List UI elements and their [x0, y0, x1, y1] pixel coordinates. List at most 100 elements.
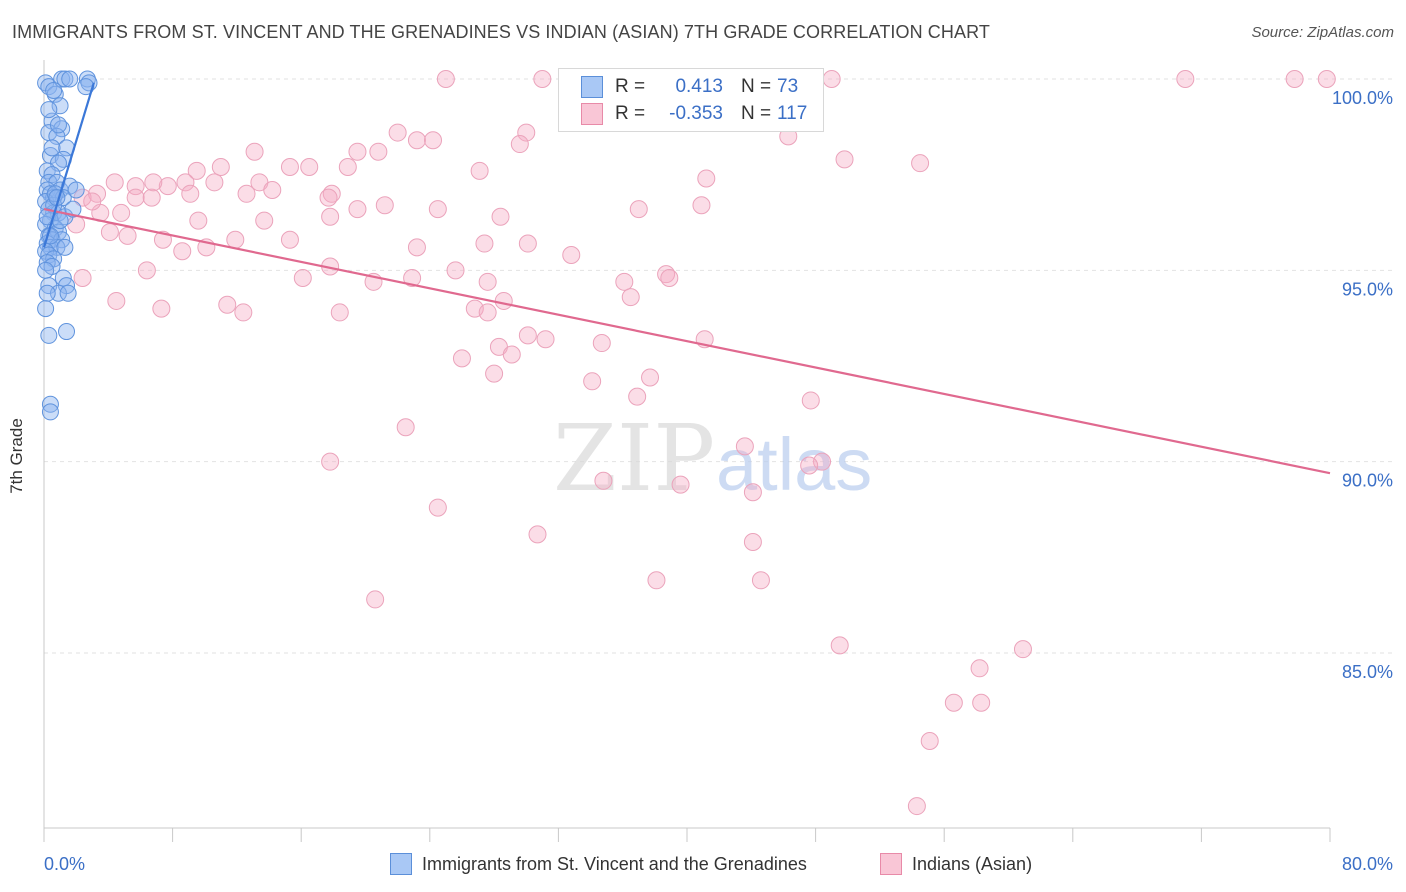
indians-asian-point: [226, 230, 245, 249]
indians-asian-point: [403, 268, 422, 287]
indians-asian-point: [518, 234, 537, 253]
st-vincent-point: [58, 323, 76, 341]
indians-asian-point: [835, 150, 854, 169]
indians-asian-point: [158, 177, 177, 196]
watermark-atlas: atlas: [716, 423, 872, 506]
n-label: N =: [741, 103, 772, 124]
indians-asian-point: [255, 211, 274, 230]
indians-asian-point: [436, 70, 455, 88]
indians-asian-point: [1176, 70, 1195, 88]
indians-asian-point: [647, 571, 666, 590]
indians-asian-point: [502, 345, 521, 364]
st-vincent-point: [37, 261, 55, 279]
indians-asian-point: [280, 158, 299, 177]
indians-asian-point: [491, 207, 510, 226]
indians-asian-point: [594, 471, 613, 490]
indians-asian-point: [73, 268, 92, 287]
indians-asian-point: [137, 261, 156, 280]
indians-asian-point: [280, 230, 299, 249]
indians-asian-point: [319, 188, 338, 207]
x-tick-label-left: 0.0%: [44, 854, 85, 874]
st-vincent-point: [56, 238, 74, 256]
st-vincent-point: [38, 284, 56, 302]
n-label: N =: [741, 76, 772, 97]
indians-asian-point: [330, 303, 349, 322]
indians-asian-point: [583, 372, 602, 391]
st-vincent-point: [49, 116, 67, 134]
stats-row-pink: R = -0.353 N = 117: [581, 102, 817, 126]
indians-asian-point: [152, 299, 171, 318]
st-vincent-point: [51, 97, 69, 115]
legend-label-st-vincent: Immigrants from St. Vincent and the Gren…: [422, 853, 807, 874]
indians-asian-point: [105, 173, 124, 192]
watermark-zip: ZIP: [553, 405, 715, 512]
indians-asian-point: [533, 70, 552, 88]
indians-asian-point: [641, 368, 660, 387]
r-label: R =: [615, 76, 646, 97]
indians-asian-point: [428, 200, 447, 219]
indians-asian-point: [485, 364, 504, 383]
indians-asian-point: [234, 303, 253, 322]
st-vincent-trend-line: [42, 82, 95, 248]
stats-row-blue: R = 0.413 N = 73: [581, 75, 817, 99]
watermark: ZIP atlas: [553, 405, 872, 512]
n-value-blue: 73: [777, 76, 799, 97]
r-label: R =: [615, 103, 646, 124]
indians-asian-point: [144, 173, 163, 192]
indians-asian-point: [517, 123, 536, 142]
indians-asian-point: [822, 70, 841, 88]
indians-asian-point: [536, 330, 555, 349]
indians-asian-point: [187, 161, 206, 180]
indians-asian-point: [470, 161, 489, 180]
y-tick-label: 100.0%: [1332, 88, 1393, 108]
st-vincent-point: [56, 70, 74, 88]
n-value-pink: 117: [777, 103, 808, 124]
indians-asian-point: [751, 571, 770, 590]
y-tick-label: 85.0%: [1342, 662, 1393, 682]
indians-asian-point: [628, 387, 647, 406]
st-vincent-point: [37, 300, 55, 318]
indians-asian-point: [245, 142, 264, 161]
y-tick-label: 95.0%: [1342, 279, 1393, 299]
indians-asian-trend-line: [43, 208, 1331, 475]
st-vincent-point: [61, 70, 79, 88]
legend-item-st-vincent[interactable]: Immigrants from St. Vincent and the Gren…: [390, 851, 807, 877]
legend-label-indians-asian: Indians (Asian): [912, 853, 1033, 874]
indians-asian-point: [407, 131, 426, 150]
indians-asian-point: [621, 288, 640, 307]
indians-asian-point: [671, 475, 690, 494]
legend-swatch-pink: [880, 853, 902, 875]
indians-asian-point: [211, 158, 230, 177]
indians-asian-point: [446, 261, 465, 280]
st-vincent-point: [40, 326, 58, 344]
indians-asian-point: [369, 142, 388, 161]
indians-asian-point: [348, 200, 367, 219]
indians-asian-point: [911, 154, 930, 173]
st-vincent-point: [67, 181, 85, 199]
indians-asian-point: [970, 659, 989, 678]
indians-asian-point: [396, 418, 415, 437]
indians-asian-point: [428, 498, 447, 517]
indians-asian-points: [67, 70, 1336, 816]
y-axis-label: 7th Grade: [7, 418, 26, 494]
indians-asian-point: [205, 173, 224, 192]
indians-asian-point: [181, 184, 200, 203]
indians-asian-point: [697, 169, 716, 188]
stats-legend: R = 0.413 N = 73 R = -0.353 N = 117: [558, 68, 824, 132]
indians-asian-point: [562, 246, 581, 265]
indians-asian-point: [407, 238, 426, 257]
indians-asian-point: [478, 272, 497, 291]
indians-asian-point: [1285, 70, 1304, 88]
r-value-blue: 0.413: [675, 76, 723, 97]
indians-asian-point: [494, 291, 513, 310]
indians-asian-point: [1013, 640, 1032, 659]
axes: [43, 60, 1331, 842]
legend-swatch-pink: [581, 103, 603, 125]
legend-item-indians-asian[interactable]: Indians (Asian): [880, 851, 1032, 877]
indians-asian-point: [510, 135, 529, 154]
indians-asian-point: [592, 334, 611, 353]
legend-swatch-blue: [581, 76, 603, 98]
chart-title: IMMIGRANTS FROM ST. VINCENT AND THE GREN…: [12, 22, 990, 42]
indians-asian-point: [142, 188, 161, 207]
